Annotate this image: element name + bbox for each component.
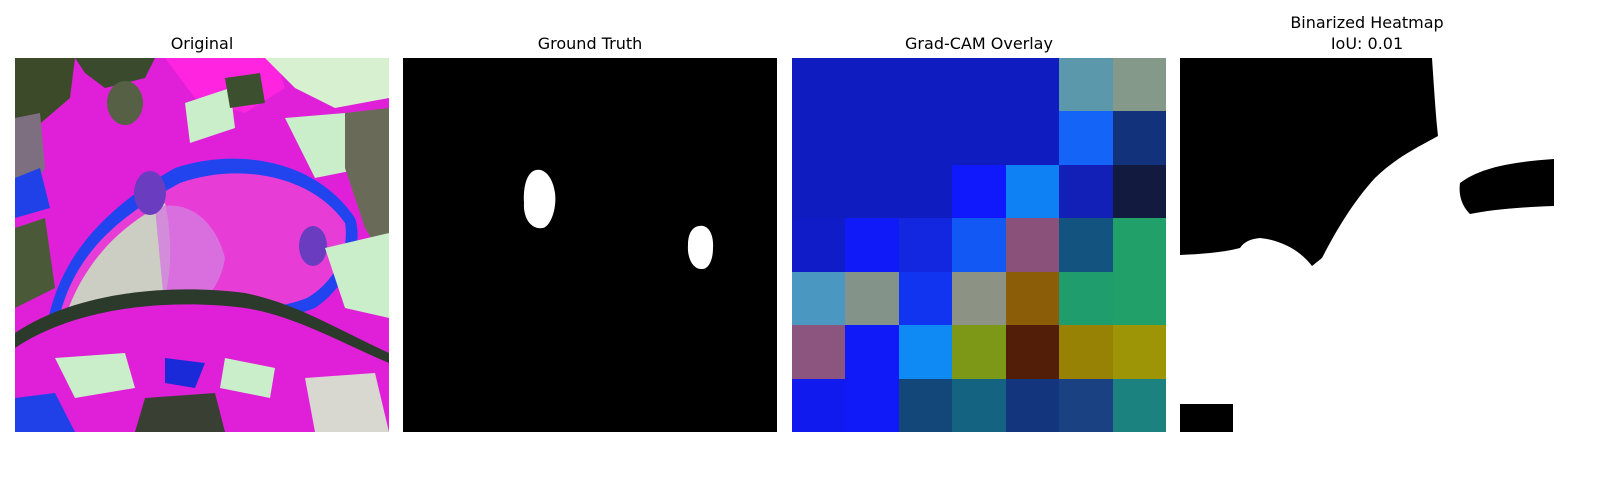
gradcam-cell [792, 58, 846, 112]
gradcam-cell [1112, 271, 1166, 326]
gradcam-cell [1005, 271, 1060, 326]
heatmap-region-right [1459, 159, 1554, 214]
gradcam-cell [1059, 111, 1113, 165]
gradcam-cell [952, 58, 1006, 112]
gradcam-cell [845, 111, 899, 165]
binarized-heatmap-mask [1180, 58, 1554, 432]
gradcam-cell [952, 271, 1006, 326]
ground-truth-title: Ground Truth [537, 34, 643, 53]
gradcam-cell [792, 111, 846, 165]
gradcam-cell [952, 378, 1006, 432]
ground-truth-panel [403, 58, 777, 432]
gradcam-cell [845, 164, 899, 219]
gradcam-cell [1059, 378, 1113, 432]
binarized-heatmap-title: Binarized Heatmap [1290, 13, 1444, 32]
gradcam-cell [792, 325, 846, 379]
gradcam-cell [898, 218, 953, 272]
gradcam-cell [898, 378, 953, 432]
gradcam-cell [898, 325, 953, 379]
gradcam-cell [1059, 164, 1113, 219]
gradcam-cell [898, 111, 953, 165]
gradcam-cell [845, 271, 899, 326]
gradcam-cell [952, 164, 1006, 219]
gradcam-cell [792, 271, 846, 326]
ground-truth-mask [403, 58, 777, 432]
gradcam-cell [1112, 164, 1166, 219]
gradcam-cell [1059, 271, 1113, 326]
original-image-panel [15, 58, 389, 432]
gradcam-cell [1112, 111, 1166, 165]
gradcam-cell [1005, 164, 1060, 219]
gradcam-cell [845, 325, 899, 379]
gradcam-cell [1112, 218, 1166, 272]
gradcam-cell [845, 218, 899, 272]
gradcam-heatmap-grid [792, 58, 1166, 432]
original-title: Original [170, 34, 234, 53]
gradcam-cell [1005, 378, 1060, 432]
heatmap-region-bottom [1180, 404, 1233, 432]
gradcam-cell [792, 378, 846, 432]
gradcam-cell [1059, 325, 1113, 379]
gradcam-cell [1112, 378, 1166, 432]
gradcam-overlay-title: Grad-CAM Overlay [905, 34, 1053, 53]
gradcam-cell [898, 164, 953, 219]
mask-blob-2 [687, 225, 714, 270]
gradcam-cell [845, 58, 899, 112]
gradcam-cell [792, 218, 846, 272]
gradcam-cell [952, 218, 1006, 272]
binarized-heatmap-panel [1180, 58, 1554, 432]
gradcam-cell [898, 271, 953, 326]
gradcam-cell [1112, 325, 1166, 379]
gradcam-cell [1005, 111, 1060, 165]
heatmap-region-main [1180, 58, 1438, 266]
gradcam-cell [1005, 58, 1060, 112]
gradcam-cell [898, 58, 953, 112]
mask-blob-1 [523, 169, 556, 229]
gradcam-cell [1059, 218, 1113, 272]
gradcam-cell [1059, 58, 1113, 112]
gradcam-cell [1005, 218, 1060, 272]
iou-score-label: IoU: 0.01 [1330, 34, 1404, 53]
original-leaf-image [15, 58, 389, 432]
gradcam-overlay-panel [792, 58, 1166, 432]
gradcam-cell [1005, 325, 1060, 379]
gradcam-cell [952, 111, 1006, 165]
gradcam-cell [792, 164, 846, 219]
gradcam-cell [1112, 58, 1166, 112]
gradcam-cell [952, 325, 1006, 379]
gradcam-cell [845, 378, 899, 432]
